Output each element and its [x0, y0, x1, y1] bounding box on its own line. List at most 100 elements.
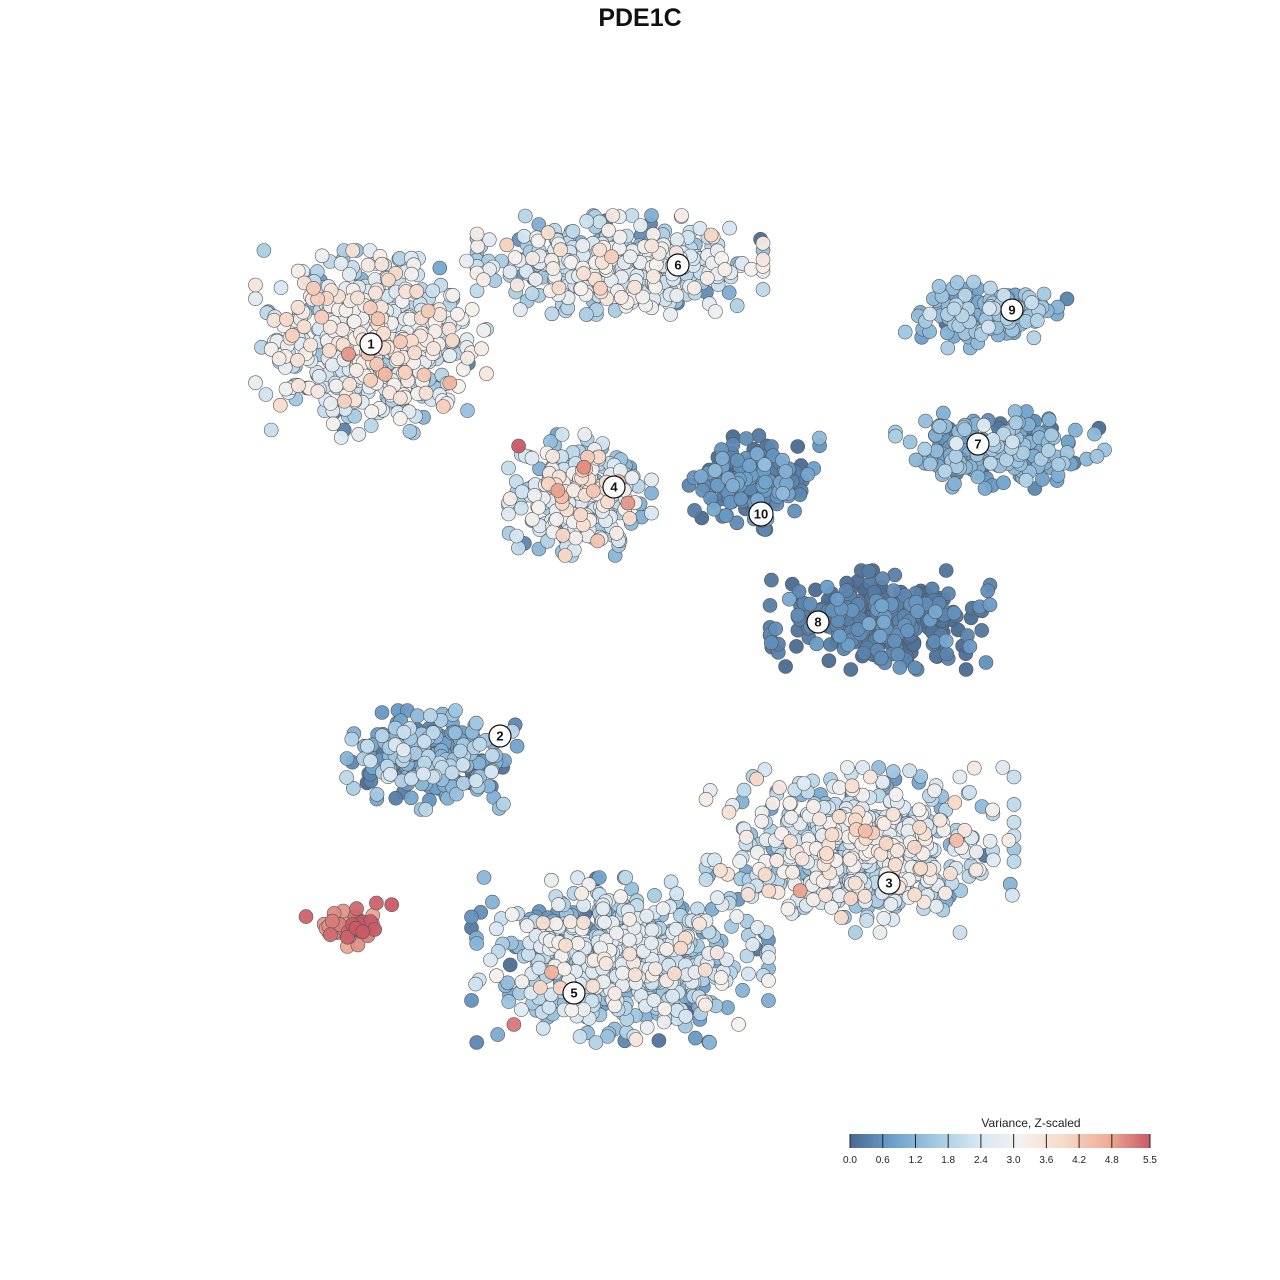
scatter-point — [1005, 434, 1020, 450]
scatter-point — [555, 527, 571, 543]
scatter-point — [485, 894, 500, 910]
scatter-point — [698, 872, 714, 887]
scatter-point — [763, 635, 779, 651]
scatter-point — [1035, 472, 1050, 487]
scatter-point — [509, 738, 525, 754]
scatter-point — [349, 901, 364, 916]
scatter-point — [455, 757, 471, 773]
scatter-point — [263, 422, 279, 438]
scatter-point — [468, 976, 483, 992]
scatter-point — [545, 261, 561, 276]
scatter-point — [403, 790, 419, 806]
scatter-point — [535, 915, 551, 931]
scatter-point — [445, 287, 461, 303]
scatter-point — [778, 659, 793, 674]
scatter-point — [345, 780, 361, 796]
scatter-point — [939, 646, 955, 662]
scatter-point — [553, 242, 568, 257]
scatter-point — [323, 396, 339, 411]
scatter-point — [949, 833, 964, 848]
scatter-point — [857, 823, 873, 839]
scatter-point — [624, 470, 640, 486]
scatter-point — [968, 862, 984, 878]
scatter-point — [764, 572, 779, 588]
scatter-point — [554, 427, 570, 442]
scatter-point — [673, 940, 689, 956]
scatter-point — [298, 909, 314, 924]
scatter-point — [910, 604, 925, 619]
cluster-label-7: 7 — [966, 432, 990, 456]
scatter-point — [843, 891, 859, 906]
scatter-point — [363, 753, 378, 769]
scatter-point — [713, 970, 729, 985]
scatter-point — [1006, 854, 1022, 869]
scatter-point — [351, 426, 367, 442]
scatter-point — [615, 965, 631, 981]
scatter-point — [256, 243, 272, 258]
scatter-point — [796, 776, 812, 791]
scatter-point — [489, 968, 504, 984]
scatter-point — [819, 846, 834, 861]
scatter-point — [368, 285, 383, 301]
scatter-point — [794, 851, 810, 867]
scatter-point — [700, 270, 715, 286]
scatter-point — [902, 434, 918, 450]
scatter-point — [781, 591, 797, 607]
scatter-point — [442, 375, 458, 391]
scatter-point — [782, 834, 798, 849]
scatter-point — [729, 909, 745, 924]
scatter-point — [800, 467, 816, 482]
scatter-point — [514, 1002, 529, 1017]
scatter-point — [908, 452, 924, 468]
scatter-point — [890, 647, 906, 662]
scatter-point — [622, 946, 638, 962]
scatter-point — [871, 760, 887, 775]
scatter-point — [296, 319, 312, 335]
scatter-point — [306, 280, 321, 296]
scatter-point — [1018, 472, 1034, 488]
scatter-point — [769, 853, 785, 868]
scatter-point — [647, 888, 662, 903]
scatter-point — [519, 918, 535, 934]
cluster-label-text: 2 — [496, 729, 503, 744]
scatter-point — [597, 914, 612, 930]
scatter-point — [832, 628, 848, 644]
scatter-point — [859, 913, 875, 928]
scatter-point — [568, 530, 584, 546]
scatter-point — [383, 766, 398, 782]
colorbar-tick-label: 3.6 — [1039, 1155, 1053, 1166]
scatter-point — [570, 936, 586, 951]
scatter-point — [738, 431, 754, 446]
scatter-point — [392, 411, 408, 426]
scatter-point — [605, 208, 621, 223]
scatter-point — [911, 802, 927, 818]
scatter-point — [388, 790, 404, 806]
scatter-point — [686, 280, 702, 296]
scatter-point — [345, 243, 361, 258]
scatter-point — [861, 616, 877, 632]
scatter-point — [585, 483, 601, 499]
cluster-label-9: 9 — [1000, 298, 1024, 322]
scatter-point — [648, 961, 663, 977]
scatter-point — [496, 796, 511, 812]
scatter-point — [687, 503, 702, 518]
colorbar-gradient — [850, 1134, 1150, 1148]
scatter-point — [669, 886, 685, 902]
scatter-point — [886, 583, 901, 598]
scatter-point — [337, 393, 352, 409]
scatter-point — [435, 399, 451, 414]
scatter-point — [514, 974, 530, 990]
scatter-point — [897, 324, 913, 340]
scatter-point — [1051, 457, 1066, 472]
scatter-point — [579, 307, 594, 322]
scatter-point — [805, 892, 821, 908]
scatter-point — [885, 806, 901, 822]
scatter-point — [750, 920, 765, 935]
scatter-point — [563, 914, 578, 930]
colorbar-tick-label: 0.0 — [843, 1155, 857, 1166]
cluster-label-2: 2 — [488, 724, 512, 748]
scatter-point — [633, 218, 649, 233]
scatter-point — [644, 485, 659, 501]
scatter-point — [355, 924, 371, 940]
colorbar-tick-label: 4.2 — [1072, 1155, 1086, 1166]
